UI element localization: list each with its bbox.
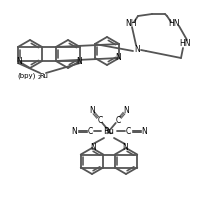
Text: N: N [115, 54, 121, 62]
Text: N: N [141, 126, 147, 135]
Text: HN: HN [179, 40, 191, 48]
Text: Ru: Ru [104, 126, 115, 135]
Text: N: N [76, 56, 82, 65]
Text: 2: 2 [37, 75, 41, 80]
Text: C: C [97, 116, 103, 125]
Text: N: N [89, 106, 94, 115]
Text: N: N [122, 143, 128, 152]
Text: N: N [16, 56, 22, 65]
Text: Ru: Ru [40, 73, 48, 79]
Text: N: N [71, 126, 77, 135]
Text: N: N [124, 106, 129, 115]
Text: C: C [115, 116, 121, 125]
Text: HN: HN [168, 19, 180, 28]
Text: C: C [87, 126, 93, 135]
Text: N: N [134, 45, 140, 54]
Text: NH: NH [125, 19, 137, 28]
Text: (bpy): (bpy) [18, 73, 36, 79]
Text: N: N [90, 143, 96, 152]
Text: C: C [125, 126, 131, 135]
